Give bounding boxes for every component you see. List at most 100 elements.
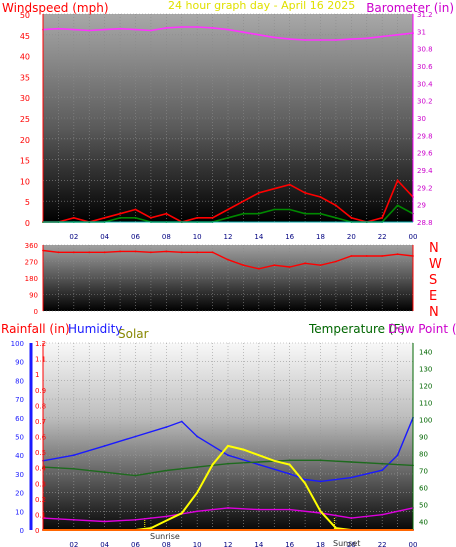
- compass-label: N: [429, 241, 439, 256]
- data-point: [350, 476, 353, 479]
- data-point: [304, 478, 306, 481]
- data-point: [273, 208, 276, 211]
- x-tick-label: 14: [254, 233, 263, 241]
- x-tick-label: 04: [100, 233, 109, 241]
- x-tick-label: 12: [224, 541, 233, 547]
- wind-direction-series: [42, 249, 414, 270]
- windspeed-tick-label: 10: [20, 177, 30, 186]
- barometer-tick-label: 29: [417, 202, 426, 210]
- x-tick-label: 20: [347, 233, 356, 241]
- data-point: [72, 251, 75, 254]
- data-point: [381, 513, 384, 516]
- data-point: [196, 435, 199, 438]
- temperature-tick-label: 50: [419, 502, 428, 510]
- data-point: [288, 38, 291, 41]
- x-tick-label: 10: [193, 233, 202, 241]
- wind-direction-grid: [43, 244, 413, 312]
- data-point: [257, 267, 260, 270]
- data-point: [165, 26, 168, 29]
- data-point: [381, 462, 384, 465]
- windspeed-axis-title: Windspeed (mph): [2, 1, 109, 15]
- temperature-axis-title: Temperature (F): [308, 322, 405, 336]
- temperature-tick-label: 140: [419, 349, 432, 357]
- data-point: [381, 255, 384, 257]
- data-point: [134, 208, 137, 211]
- dewpoint-axis-title: Dew Point (F): [388, 322, 456, 336]
- x-tick-label: 12: [224, 233, 233, 241]
- data-point: [304, 262, 306, 265]
- data-point: [180, 512, 183, 515]
- data-point: [227, 507, 229, 509]
- windspeed-tick-label: 40: [20, 53, 30, 62]
- data-point: [103, 28, 106, 31]
- rainfall-tick-label: 0.5: [35, 449, 46, 457]
- barometer-axis-title: Barometer (in): [366, 1, 454, 15]
- axes: 0510152025303540455028.82929.229.429.629…: [11, 11, 442, 547]
- temperature-tick-label: 130: [419, 366, 432, 374]
- rainfall-tick-label: 0.9: [35, 387, 46, 395]
- data-point: [319, 480, 322, 483]
- x-tick-label: 08: [162, 541, 171, 547]
- data-point: [257, 454, 260, 457]
- data-point: [335, 260, 337, 263]
- data-point: [103, 520, 106, 523]
- data-point: [319, 196, 322, 198]
- windspeed-tick-label: 30: [20, 94, 30, 103]
- data-point: [196, 466, 199, 468]
- data-point: [134, 250, 137, 253]
- temperature-tick-label: 80: [419, 451, 428, 459]
- data-point: [242, 264, 245, 267]
- data-point: [211, 216, 214, 219]
- compass-label: E: [429, 289, 437, 304]
- data-point: [165, 212, 168, 215]
- data-point: [273, 187, 276, 190]
- rainfall-tick-label: 0.2: [35, 496, 46, 504]
- humidity-tick-label: 0: [20, 527, 24, 535]
- data-point: [242, 448, 245, 451]
- data-point: [242, 212, 245, 215]
- humidity-tick-label: 40: [15, 452, 24, 460]
- direction-tick-label: 180: [25, 275, 38, 283]
- windspeed-tick-label: 0: [25, 219, 30, 228]
- data-point: [257, 508, 260, 511]
- data-point: [396, 204, 399, 207]
- data-point: [196, 216, 199, 219]
- windspeed-tick-label: 25: [20, 115, 30, 124]
- data-point: [319, 264, 322, 267]
- humidity-tick-label: 60: [15, 415, 24, 423]
- direction-tick-label: 360: [25, 242, 38, 250]
- data-point: [196, 491, 199, 494]
- barometer-tick-label: 28.8: [417, 219, 433, 227]
- data-point: [227, 258, 229, 261]
- data-point: [150, 527, 152, 530]
- data-point: [72, 467, 75, 470]
- direction-tick-label: 0: [34, 308, 38, 316]
- rainfall-axis-title: Rainfall (in): [1, 322, 70, 336]
- data-point: [103, 216, 106, 219]
- data-point: [196, 26, 199, 28]
- humidity-tick-label: 80: [15, 377, 24, 385]
- data-point: [227, 208, 229, 211]
- data-point: [119, 212, 121, 215]
- data-point: [72, 454, 75, 457]
- data-point: [134, 474, 137, 477]
- temperature-tick-label: 100: [419, 417, 432, 425]
- data-point: [319, 510, 322, 513]
- windspeed-tick-label: 5: [25, 198, 30, 207]
- rainfall-tick-label: 0.3: [35, 480, 46, 488]
- humidity-tick-label: 70: [15, 396, 24, 404]
- data-point: [335, 39, 337, 41]
- data-point: [150, 29, 152, 32]
- x-tick-label: 02: [69, 541, 78, 547]
- data-point: [180, 251, 183, 254]
- humidity-tick-label: 100: [11, 340, 24, 348]
- windspeed-tick-label: 50: [20, 11, 30, 20]
- data-point: [350, 517, 353, 519]
- rainfall-tick-label: 0.1: [35, 511, 46, 519]
- data-point: [242, 200, 245, 203]
- barometer-tick-label: 29.2: [417, 184, 433, 192]
- data-point: [381, 469, 384, 472]
- compass-label: N: [429, 305, 439, 320]
- data-point: [88, 29, 91, 32]
- data-point: [103, 251, 106, 254]
